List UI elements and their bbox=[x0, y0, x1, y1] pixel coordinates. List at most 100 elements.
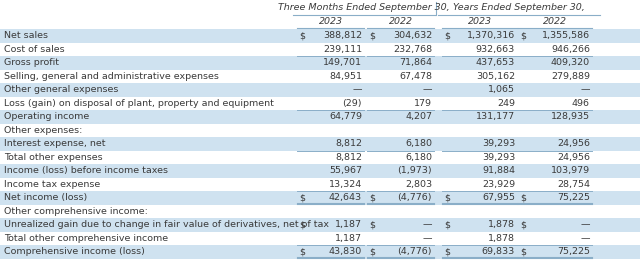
Text: 2022: 2022 bbox=[543, 17, 567, 26]
Text: 2022: 2022 bbox=[388, 17, 413, 26]
Text: 28,754: 28,754 bbox=[557, 180, 590, 189]
Text: $: $ bbox=[520, 31, 526, 40]
Text: $: $ bbox=[369, 193, 375, 202]
Text: 437,653: 437,653 bbox=[476, 58, 515, 67]
Text: $: $ bbox=[444, 193, 450, 202]
Text: 1,187: 1,187 bbox=[335, 220, 362, 229]
Text: (4,776): (4,776) bbox=[397, 193, 432, 202]
Text: 4,207: 4,207 bbox=[405, 112, 432, 121]
Text: 131,177: 131,177 bbox=[476, 112, 515, 121]
Text: 1,370,316: 1,370,316 bbox=[467, 31, 515, 40]
Text: 64,779: 64,779 bbox=[329, 112, 362, 121]
Text: Total other comprehensive income: Total other comprehensive income bbox=[4, 234, 168, 243]
Bar bbox=[0, 124, 640, 137]
Text: 42,643: 42,643 bbox=[329, 193, 362, 202]
Text: $: $ bbox=[444, 31, 450, 40]
Text: Interest expense, net: Interest expense, net bbox=[4, 139, 106, 148]
Text: 305,162: 305,162 bbox=[476, 72, 515, 81]
Text: 43,830: 43,830 bbox=[329, 247, 362, 256]
Text: 2023: 2023 bbox=[467, 17, 492, 26]
Text: $: $ bbox=[520, 247, 526, 256]
Bar bbox=[0, 83, 640, 96]
Text: 6,180: 6,180 bbox=[405, 153, 432, 162]
Text: 39,293: 39,293 bbox=[482, 139, 515, 148]
Text: Other expenses:: Other expenses: bbox=[4, 126, 83, 135]
Text: Income tax expense: Income tax expense bbox=[4, 180, 100, 189]
Text: 1,065: 1,065 bbox=[488, 85, 515, 94]
Text: 179: 179 bbox=[414, 99, 432, 108]
Bar bbox=[0, 29, 640, 42]
Text: 128,935: 128,935 bbox=[551, 112, 590, 121]
Text: 304,632: 304,632 bbox=[393, 31, 432, 40]
Text: 91,884: 91,884 bbox=[482, 166, 515, 175]
Text: Total other expenses: Total other expenses bbox=[4, 153, 102, 162]
Text: 2023: 2023 bbox=[319, 17, 342, 26]
Bar bbox=[0, 191, 640, 205]
Text: $: $ bbox=[369, 31, 375, 40]
Text: 75,225: 75,225 bbox=[557, 193, 590, 202]
Text: $: $ bbox=[369, 247, 375, 256]
Text: 13,324: 13,324 bbox=[329, 180, 362, 189]
Bar bbox=[0, 137, 640, 151]
Text: 24,956: 24,956 bbox=[557, 139, 590, 148]
Text: Comprehensive income (loss): Comprehensive income (loss) bbox=[4, 247, 145, 256]
Text: (4,776): (4,776) bbox=[397, 247, 432, 256]
Text: Cost of sales: Cost of sales bbox=[4, 45, 65, 54]
Text: Other general expenses: Other general expenses bbox=[4, 85, 118, 94]
Text: Gross profit: Gross profit bbox=[4, 58, 59, 67]
Text: 39,293: 39,293 bbox=[482, 153, 515, 162]
Text: 279,889: 279,889 bbox=[551, 72, 590, 81]
Text: $: $ bbox=[444, 220, 450, 229]
Bar bbox=[0, 69, 640, 83]
Bar bbox=[0, 231, 640, 245]
Text: Operating income: Operating income bbox=[4, 112, 89, 121]
Text: $: $ bbox=[299, 31, 305, 40]
Text: $: $ bbox=[520, 220, 526, 229]
Text: Net sales: Net sales bbox=[4, 31, 48, 40]
Text: $: $ bbox=[369, 220, 375, 229]
Text: —: — bbox=[580, 234, 590, 243]
Text: —: — bbox=[580, 220, 590, 229]
Text: 67,478: 67,478 bbox=[399, 72, 432, 81]
Text: Income (loss) before income taxes: Income (loss) before income taxes bbox=[4, 166, 168, 175]
Text: 1,878: 1,878 bbox=[488, 234, 515, 243]
Bar bbox=[0, 42, 640, 56]
Text: Selling, general and administrative expenses: Selling, general and administrative expe… bbox=[4, 72, 219, 81]
Text: 6,180: 6,180 bbox=[405, 139, 432, 148]
Text: $: $ bbox=[299, 247, 305, 256]
Text: 932,663: 932,663 bbox=[476, 45, 515, 54]
Text: Loss (gain) on disposal of plant, property and equipment: Loss (gain) on disposal of plant, proper… bbox=[4, 99, 274, 108]
Text: 149,701: 149,701 bbox=[323, 58, 362, 67]
Text: 69,833: 69,833 bbox=[482, 247, 515, 256]
Text: 84,951: 84,951 bbox=[329, 72, 362, 81]
Bar bbox=[0, 164, 640, 178]
Text: $: $ bbox=[299, 220, 305, 229]
Text: Unrealized gain due to change in fair value of derivatives, net of tax: Unrealized gain due to change in fair va… bbox=[4, 220, 329, 229]
Text: $: $ bbox=[444, 247, 450, 256]
Text: 1,187: 1,187 bbox=[335, 234, 362, 243]
Text: —: — bbox=[422, 220, 432, 229]
Text: —: — bbox=[353, 85, 362, 94]
Text: 232,768: 232,768 bbox=[393, 45, 432, 54]
Text: 496: 496 bbox=[572, 99, 590, 108]
Text: 239,111: 239,111 bbox=[323, 45, 362, 54]
Text: 409,320: 409,320 bbox=[551, 58, 590, 67]
Text: Three Months Ended September 30,: Three Months Ended September 30, bbox=[278, 3, 450, 12]
Text: 23,929: 23,929 bbox=[482, 180, 515, 189]
Text: 103,979: 103,979 bbox=[551, 166, 590, 175]
Text: Other comprehensive income:: Other comprehensive income: bbox=[4, 207, 148, 216]
Text: —: — bbox=[580, 85, 590, 94]
Text: 8,812: 8,812 bbox=[335, 153, 362, 162]
Text: 249: 249 bbox=[497, 99, 515, 108]
Bar bbox=[0, 56, 640, 69]
Bar bbox=[0, 110, 640, 124]
Text: 67,955: 67,955 bbox=[482, 193, 515, 202]
Text: 388,812: 388,812 bbox=[323, 31, 362, 40]
Text: 24,956: 24,956 bbox=[557, 153, 590, 162]
Text: 55,967: 55,967 bbox=[329, 166, 362, 175]
Bar bbox=[0, 151, 640, 164]
Text: 8,812: 8,812 bbox=[335, 139, 362, 148]
Text: 2,803: 2,803 bbox=[405, 180, 432, 189]
Bar bbox=[0, 96, 640, 110]
Text: (1,973): (1,973) bbox=[397, 166, 432, 175]
